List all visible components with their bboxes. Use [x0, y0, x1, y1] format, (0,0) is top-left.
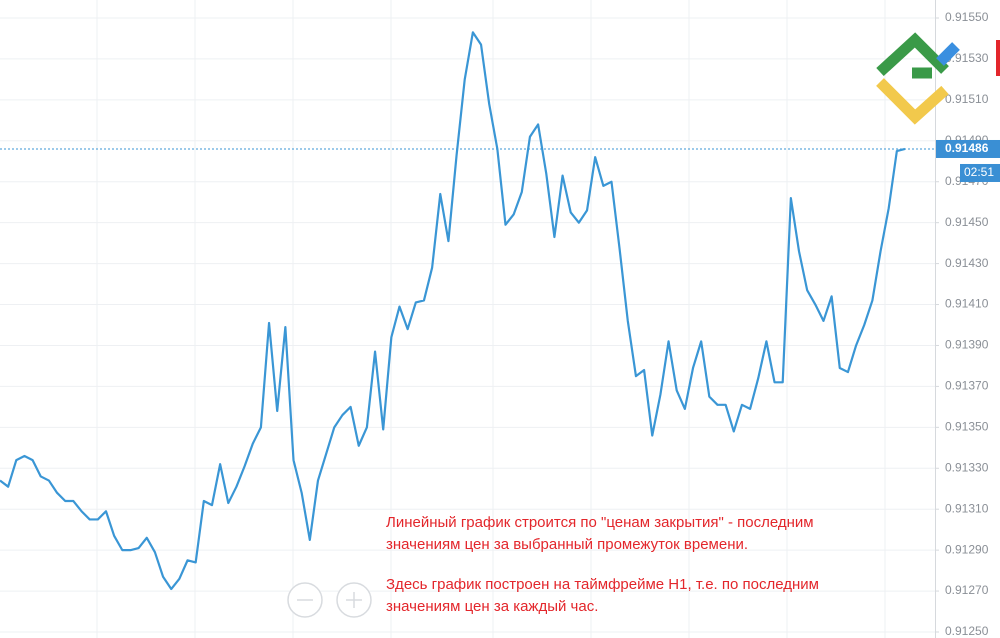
y-tick-label: 0.91290 — [945, 542, 989, 556]
logo-green — [876, 32, 949, 77]
y-tick-label: 0.91530 — [945, 51, 989, 65]
annotation-line: Здесь график построен на таймфрейме H1, … — [386, 576, 819, 593]
current-price: 0.91486 02:51 — [0, 139, 1000, 182]
axis-marker — [996, 40, 1000, 76]
plot — [0, 31, 906, 591]
vertical-grid — [96, 0, 886, 638]
y-tick-label: 0.91450 — [945, 215, 989, 229]
y-tick-label: 0.91270 — [945, 583, 989, 597]
zoom-controls — [287, 582, 372, 618]
logo-blue — [936, 42, 960, 66]
timer-label: 02:51 — [964, 165, 994, 179]
y-tick-label: 0.91330 — [945, 460, 989, 474]
y-tick-label: 0.91430 — [945, 256, 989, 270]
annotation-line: Линейный график строится по "ценам закры… — [386, 514, 814, 531]
price-line — [0, 31, 906, 591]
horizontal-grid — [0, 17, 935, 633]
annotation: Линейный график строится по "ценам закры… — [386, 514, 819, 615]
y-tick-label: 0.91310 — [945, 501, 989, 515]
price-label-box — [936, 139, 1000, 158]
y-tick-label: 0.91410 — [945, 297, 989, 311]
price-label: 0.91486 — [945, 141, 989, 155]
logo-yellow — [876, 78, 949, 125]
y-tick-label: 0.91370 — [945, 379, 989, 393]
logo — [876, 32, 960, 125]
y-tick-label: 0.91250 — [945, 624, 989, 638]
timer-box — [960, 163, 1000, 182]
price-axis: 0.91250 0.91270 0.91290 0.91310 0.91330 0.913… — [935, 10, 989, 638]
y-tick-label: 0.91550 — [945, 10, 989, 24]
annotation-line: значениям цен за выбранный промежуток вр… — [386, 536, 748, 553]
y-tick-label: 0.91510 — [945, 92, 989, 106]
annotation-line: значениям цен за каждый час. — [386, 598, 598, 615]
y-tick-label: 0.91390 — [945, 338, 989, 352]
y-tick-label: 0.91350 — [945, 420, 989, 434]
